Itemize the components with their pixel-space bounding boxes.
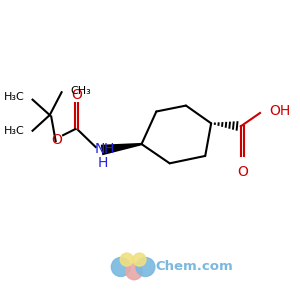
Text: O: O [71, 88, 82, 102]
Text: N: N [95, 142, 105, 155]
Text: H₃C: H₃C [4, 126, 25, 136]
Circle shape [120, 253, 133, 266]
Circle shape [126, 263, 142, 280]
Polygon shape [101, 143, 142, 155]
Text: Chem.com: Chem.com [155, 260, 232, 274]
Circle shape [136, 257, 155, 277]
Text: OH: OH [269, 104, 290, 118]
Circle shape [111, 257, 130, 277]
Text: H: H [104, 142, 114, 155]
Circle shape [133, 253, 146, 266]
Text: O: O [237, 165, 248, 179]
Text: O: O [52, 133, 63, 147]
Text: H: H [98, 156, 108, 170]
Text: H₃C: H₃C [4, 92, 25, 102]
Text: CH₃: CH₃ [70, 86, 91, 96]
